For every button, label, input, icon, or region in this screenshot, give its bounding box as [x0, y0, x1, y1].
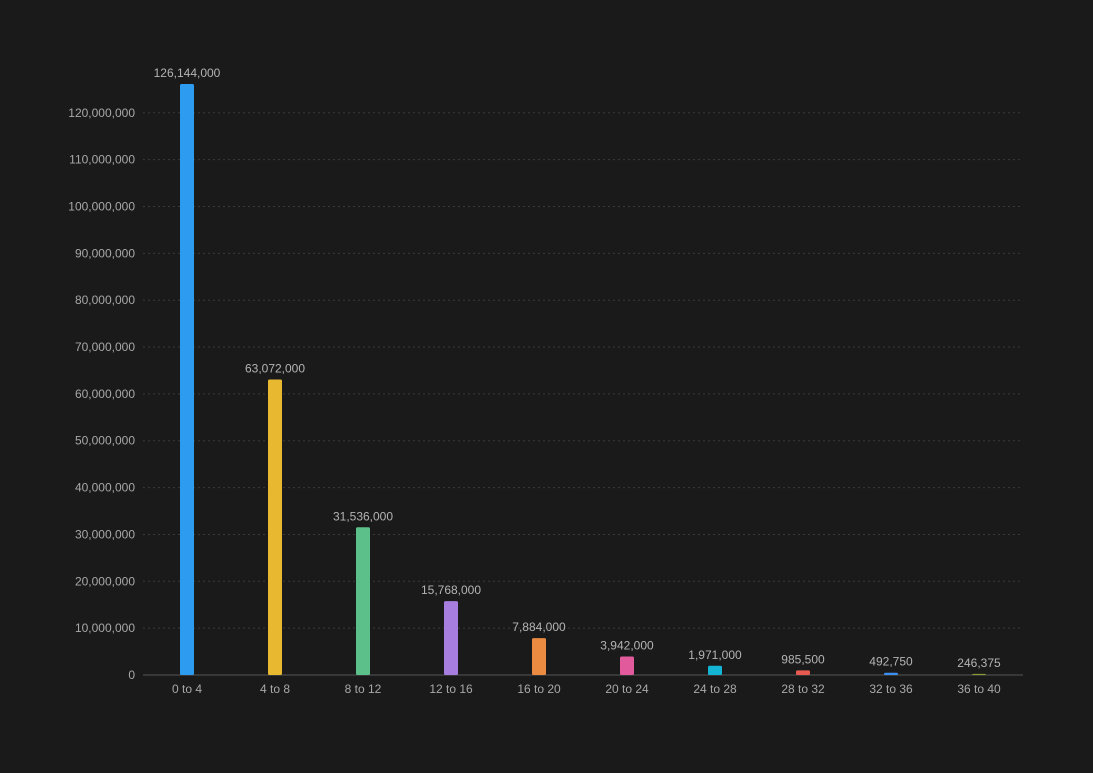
- x-tick-label: 12 to 16: [429, 682, 473, 696]
- bar: [884, 672, 898, 675]
- x-tick-label: 0 to 4: [172, 682, 202, 696]
- data-label: 492,750: [869, 655, 913, 669]
- y-tick-label: 110,000,000: [69, 153, 135, 167]
- y-tick-label: 30,000,000: [75, 527, 135, 541]
- data-label: 7,884,000: [512, 620, 566, 634]
- bar: [620, 656, 634, 675]
- y-tick-label: 70,000,000: [75, 340, 135, 354]
- x-tick-label: 36 to 40: [957, 682, 1001, 696]
- data-label: 63,072,000: [245, 362, 305, 376]
- y-tick-label: 0: [128, 668, 135, 682]
- y-tick-label: 80,000,000: [75, 293, 135, 307]
- x-tick-label: 32 to 36: [869, 682, 913, 696]
- y-axis-ticks: 0 10,000,000 20,000,000 30,000,000 40,000,00…: [68, 106, 135, 682]
- data-label: 31,536,000: [333, 509, 393, 523]
- bars: [180, 84, 986, 675]
- data-label: 15,768,000: [421, 583, 481, 597]
- y-tick-label: 20,000,000: [75, 574, 135, 588]
- bar: [444, 601, 458, 675]
- data-label: 3,942,000: [600, 639, 654, 653]
- bar: [532, 638, 546, 675]
- y-tick-label: 40,000,000: [75, 481, 135, 495]
- data-label: 985,500: [781, 652, 825, 666]
- x-tick-label: 20 to 24: [605, 682, 649, 696]
- data-label: 246,375: [957, 656, 1001, 670]
- bar: [708, 665, 722, 675]
- x-tick-label: 8 to 12: [345, 682, 382, 696]
- y-tick-label: 50,000,000: [75, 434, 135, 448]
- y-tick-label: 90,000,000: [75, 246, 135, 260]
- x-tick-label: 16 to 20: [517, 682, 561, 696]
- bar: [972, 673, 986, 675]
- data-labels: 126,144,000 63,072,000 31,536,000 15,768,00…: [154, 66, 1001, 670]
- data-label: 1,971,000: [688, 648, 742, 662]
- x-tick-label: 4 to 8: [260, 682, 290, 696]
- y-tick-label: 60,000,000: [75, 387, 135, 401]
- grid-layer: [143, 112, 1023, 676]
- bar: [796, 670, 810, 675]
- data-label: 126,144,000: [154, 66, 221, 80]
- x-tick-label: 24 to 28: [693, 682, 737, 696]
- bar: [180, 84, 194, 675]
- y-tick-label: 120,000,000: [68, 106, 135, 120]
- y-tick-label: 10,000,000: [75, 621, 135, 635]
- bar: [268, 379, 282, 675]
- x-axis-ticks: 0 to 4 4 to 8 8 to 12 12 to 16 16 to 20 20 to…: [172, 682, 1001, 696]
- bar: [356, 527, 370, 675]
- x-tick-label: 28 to 32: [781, 682, 825, 696]
- y-tick-label: 100,000,000: [68, 199, 135, 213]
